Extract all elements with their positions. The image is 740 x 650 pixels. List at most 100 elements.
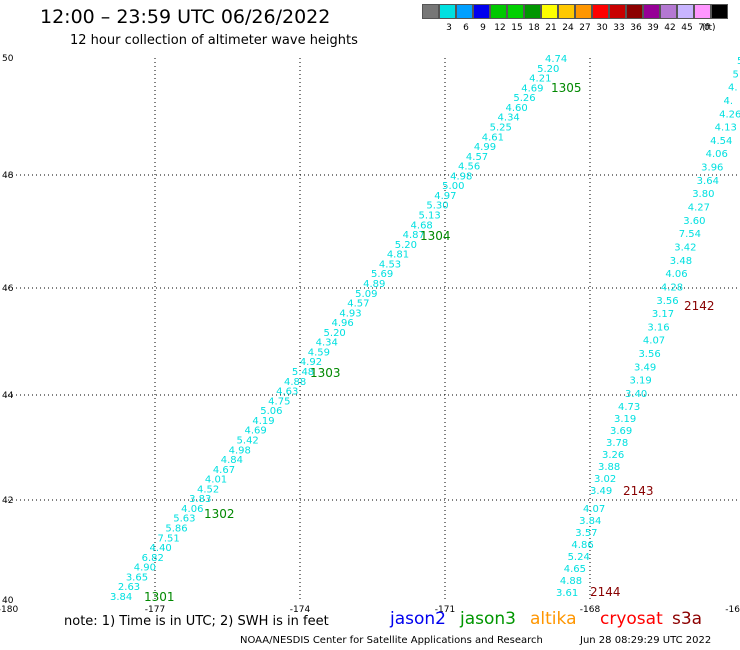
- color-scale-tick: 30: [596, 23, 608, 33]
- color-swatch: [524, 4, 541, 19]
- jason3-swh-value: 4.40: [150, 543, 172, 554]
- pass-number-label: 2144: [590, 585, 621, 599]
- pass-number-label: 1303: [310, 366, 341, 380]
- jason3-swh-value: 5.13: [418, 211, 440, 222]
- graticule: [8, 58, 740, 600]
- color-swatch: [456, 4, 473, 19]
- latitude-label: 44: [2, 391, 14, 401]
- jason3-swh-value: 4.93: [339, 308, 361, 319]
- color-scale-tick: 18: [528, 23, 540, 33]
- jason3-swh-value: 4.68: [411, 220, 433, 231]
- jason3-swh-value: 5.42: [237, 435, 259, 446]
- jason3-swh-value: 4.59: [308, 347, 330, 358]
- cryosat-swh-value: 5.: [737, 56, 740, 67]
- cryosat-swh-value: 3.49: [590, 486, 612, 497]
- cryosat-swh-value: 4.86: [571, 540, 593, 551]
- cryosat-swh-value: 4.13: [715, 123, 737, 134]
- cryosat-swh-value: 3.26: [602, 450, 624, 461]
- cryosat-swh-value: 4.28: [661, 282, 683, 293]
- cryosat-swh-value: 5: [733, 69, 739, 80]
- pass-number-label: 1304: [420, 229, 451, 243]
- color-scale-tick: 21: [545, 23, 557, 33]
- longitude-label: -177: [145, 605, 165, 615]
- color-swatch: [575, 4, 592, 19]
- cryosat-swh-value: 3.56: [638, 349, 660, 360]
- footer-timestamp: Jun 28 08:29:29 UTC 2022: [580, 635, 712, 646]
- jason3-swh-value: 4.01: [205, 475, 227, 486]
- jason3-swh-value: 3.65: [126, 572, 148, 583]
- jason3-swh-value: 4.97: [434, 191, 456, 202]
- jason3-swh-value: 4.69: [244, 426, 266, 437]
- cryosat-swh-value: 3.69: [610, 426, 632, 437]
- pass-number-label: 1301: [144, 590, 175, 604]
- cryosat-swh-value: 3.17: [652, 309, 674, 320]
- color-scale-tick: 9: [480, 23, 486, 33]
- satellite-legend-cryosat: cryosat: [600, 609, 663, 629]
- cryosat-swh-value: 3.16: [647, 322, 669, 333]
- cryosat-swh-value: 4.65: [564, 564, 586, 575]
- cryosat-swh-value: 3.48: [670, 256, 692, 267]
- color-scale-tick: 27: [579, 23, 591, 33]
- jason3-swh-value: 5.86: [165, 524, 187, 535]
- swh-tracks: 3.842.633.654.906.824.407.515.865.634.06…: [110, 54, 740, 603]
- jason3-swh-value: 6.82: [142, 553, 164, 564]
- longitude-label: -171: [435, 605, 455, 615]
- cryosat-swh-value: 4.: [724, 96, 734, 107]
- jason3-swh-value: 4.21: [529, 74, 551, 85]
- color-swatch: [473, 4, 490, 19]
- cryosat-swh-value: 3.78: [606, 438, 628, 449]
- cryosat-swh-value: 4.54: [710, 136, 732, 147]
- cryosat-swh-value: 3.57: [575, 528, 597, 539]
- longitude-label: -16: [725, 605, 740, 615]
- jason3-swh-value: 4.63: [276, 387, 298, 398]
- pass-number-label: 2142: [684, 299, 715, 313]
- jason3-swh-value: 3.83: [189, 494, 211, 505]
- cryosat-swh-value: 4.07: [583, 504, 605, 515]
- jason3-swh-value: 4.19: [252, 416, 274, 427]
- jason3-swh-value: 4.56: [458, 162, 480, 173]
- figure-subtitle: 12 hour collection of altimeter wave hei…: [70, 33, 358, 48]
- jason3-swh-value: 4.98: [450, 171, 472, 182]
- cryosat-swh-value: 3.19: [629, 376, 651, 387]
- satellite-legend-s3a: s3a: [672, 609, 703, 629]
- jason3-swh-value: 4.34: [498, 113, 520, 124]
- cryosat-swh-value: 3.42: [674, 242, 696, 253]
- jason3-swh-value: 4.57: [347, 299, 369, 310]
- cryosat-swh-value: 3.96: [701, 163, 723, 174]
- color-scale-tick: 3: [446, 23, 452, 33]
- cryosat-swh-value: 3.84: [579, 516, 601, 527]
- pass-labels: 1301 1302 1303 1304 1305 2142 2143 2144: [144, 81, 715, 604]
- color-swatch: [541, 4, 558, 19]
- cryosat-swh-value: 3.80: [692, 189, 714, 200]
- cryosat-swh-value: 4.73: [618, 402, 640, 413]
- jason3-swh-value: 4.92: [300, 357, 322, 368]
- latitude-label: 48: [2, 171, 14, 181]
- jason3-swh-value: 5.20: [395, 240, 417, 251]
- cryosat-swh-value: 3.61: [556, 588, 578, 599]
- color-scale-tick: 39: [647, 23, 659, 33]
- cryosat-swh-value: 4.26: [719, 109, 740, 120]
- color-swatch: [711, 4, 728, 19]
- jason3-swh-value: 4.88: [284, 377, 306, 388]
- color-scale-tick: 15: [511, 23, 523, 33]
- cryosat-swh-value: 3.19: [614, 414, 636, 425]
- color-swatch: [677, 4, 694, 19]
- jason3-swh-value: 5.26: [513, 93, 535, 104]
- jason3-swh-value: 4.74: [545, 54, 567, 65]
- color-swatch: [694, 4, 711, 19]
- cryosat-swh-value: 3.56: [656, 296, 678, 307]
- cryosat-swh-value: 3.60: [683, 216, 705, 227]
- satellite-legend-jason3: jason3: [460, 609, 516, 629]
- color-scale-tick: 42: [664, 23, 676, 33]
- color-swatch: [507, 4, 524, 19]
- jason3-swh-value: 4.81: [387, 250, 409, 261]
- cryosat-swh-value: 3.40: [625, 389, 647, 400]
- color-scale-tick: 70: [698, 23, 710, 33]
- jason3-swh-value: 5.25: [490, 122, 512, 133]
- color-scale-tick: 24: [562, 23, 574, 33]
- color-scale-tick: 12: [494, 23, 506, 33]
- jason3-swh-value: 5.48: [292, 367, 314, 378]
- jason3-swh-value: 4.34: [316, 338, 338, 349]
